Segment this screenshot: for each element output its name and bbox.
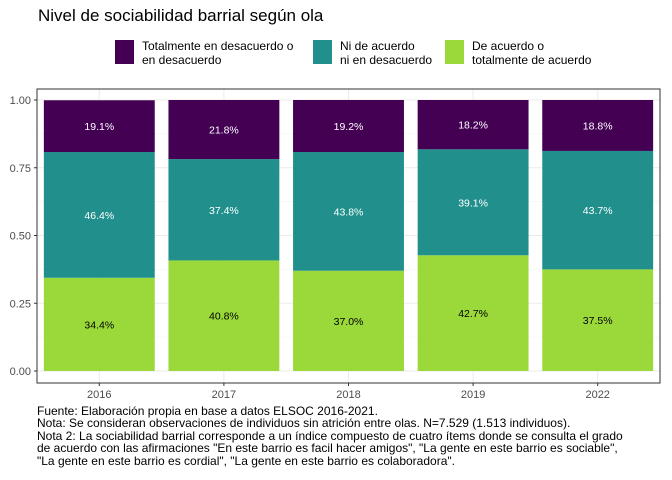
y-tick-label: 0.00: [10, 366, 31, 378]
legend-swatch-acuerdo: [445, 40, 464, 64]
data-label: 34.4%: [84, 319, 114, 331]
data-label: 37.5%: [583, 315, 613, 327]
bar-segment-2016-2: [43, 277, 155, 371]
legend-label-desacuerdo: Totalmente en desacuerdo o en desacuerdo: [142, 39, 294, 67]
bar-segment-2018-2: [293, 270, 404, 371]
bar-segment-2018-1: [293, 152, 404, 271]
data-label: 18.8%: [583, 120, 613, 132]
data-label: 39.1%: [458, 197, 488, 209]
data-label: 46.4%: [84, 210, 114, 222]
bar-segment-2022-0: [542, 100, 654, 151]
bar-segment-2019-0: [417, 100, 529, 150]
bar-segment-2016-1: [43, 152, 155, 278]
bar-segment-2019-1: [417, 149, 529, 256]
x-tick-label: 2018: [336, 389, 360, 400]
caption-source: Fuente: Elaboración propia en base a dat…: [37, 404, 378, 418]
bar-segment-2017-0: [168, 100, 280, 160]
legend-swatch-desacuerdo: [115, 40, 134, 64]
caption-note2-line3: "La gente en este barrio es cordial", "L…: [37, 453, 455, 468]
data-label: 37.4%: [209, 205, 239, 217]
caption-note: Nota: Se consideran observaciones de ind…: [37, 416, 571, 431]
chart-title: Nivel de sociabilidad barrial según ola: [38, 6, 324, 25]
y-tick-label: 0.75: [10, 163, 31, 175]
stacked-bar-chart: 0.00 0.25 0.50 0.75 1.00 34.4% 46.4% 19.1% 2016 4…: [10, 88, 661, 400]
chart-captions: Fuente: Elaboración propia en base a dat…: [37, 405, 623, 467]
x-tick-label: 2019: [461, 389, 485, 400]
plot-border: [36, 88, 661, 384]
data-label: 18.2%: [458, 120, 488, 132]
bar-segment-2018-0: [293, 100, 404, 153]
bar-segment-2019-2: [417, 255, 529, 371]
bar-segment-2022-1: [542, 150, 654, 270]
bar-segment-2016-0: [43, 100, 155, 153]
data-label: 42.7%: [458, 308, 488, 320]
bar-segment-2017-1: [168, 159, 280, 261]
y-tick-label: 1.00: [10, 95, 31, 107]
x-tick-label: 2016: [87, 389, 111, 400]
bar-segment-2022-2: [542, 269, 654, 371]
x-tick-label: 2022: [585, 389, 609, 400]
legend-label-acuerdo: De acuerdo o totalmente de acuerdo: [472, 39, 592, 67]
data-label: 37.0%: [334, 316, 364, 328]
data-label: 43.8%: [334, 206, 364, 218]
x-tick-label: 2017: [212, 389, 236, 400]
data-label: 19.1%: [84, 121, 114, 133]
caption-note2-line1: Nota 2: La sociabilidad barrial correspo…: [37, 428, 623, 443]
data-label: 21.8%: [209, 125, 239, 137]
caption-note2-line2: de acuerdo con las afirmaciones "En este…: [37, 441, 618, 456]
data-label: 43.7%: [583, 205, 613, 217]
bar-segment-2017-2: [168, 260, 280, 371]
y-tick-label: 0.25: [10, 298, 31, 310]
y-tick-label: 0.50: [10, 231, 31, 243]
legend-swatch-neutral: [313, 40, 332, 64]
legend-label-neutral: Ni de acuerdo ni en desacuerdo: [340, 39, 433, 67]
data-label: 40.8%: [209, 311, 239, 323]
data-label: 19.2%: [334, 121, 364, 133]
